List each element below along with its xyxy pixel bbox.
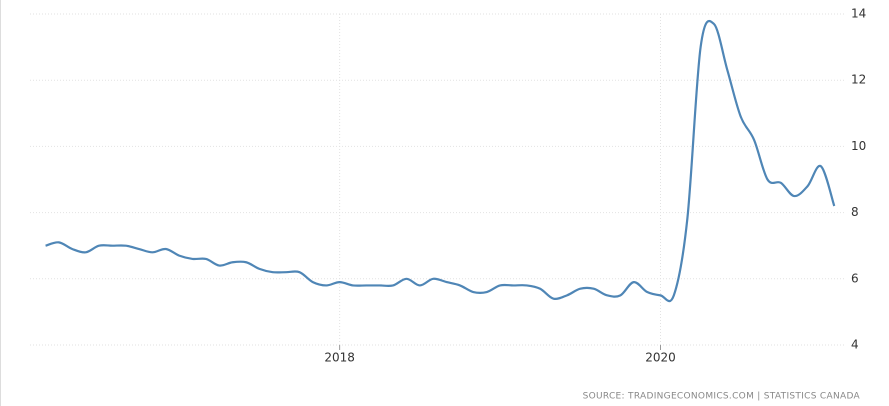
y-tick-label: 8 (851, 205, 859, 219)
y-tick-label: 14 (851, 7, 866, 21)
line (45, 19, 836, 303)
grid: 4 6 8 10 12 14 2018 2020 (30, 7, 866, 365)
x-tick-label: 2018 (324, 351, 355, 365)
source: SOURCE: TRADINGECONOMICS.COM | STATISTIC… (583, 392, 861, 402)
y-tick-label: 10 (851, 139, 866, 153)
y-tick-label: 12 (851, 73, 866, 87)
y-tick-label: 6 (851, 271, 859, 285)
plot (45, 19, 836, 303)
y-tick-label: 4 (851, 338, 859, 352)
x-tick-label: 2020 (645, 351, 676, 365)
